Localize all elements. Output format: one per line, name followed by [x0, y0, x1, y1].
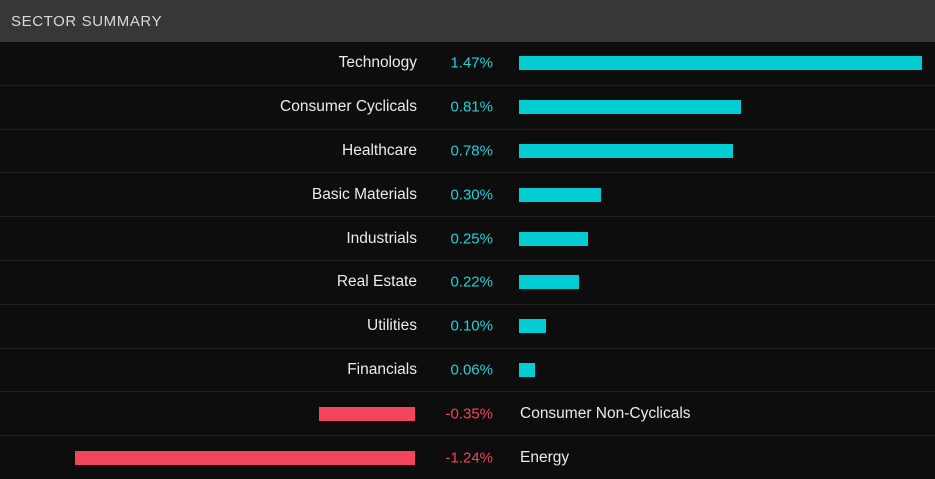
positive-bar	[519, 100, 741, 115]
sector-row[interactable]: Real Estate 0.22%	[0, 261, 935, 305]
sector-row[interactable]: Technology 1.47%	[0, 42, 935, 86]
sector-label: Basic Materials	[311, 185, 417, 203]
positive-bar	[519, 231, 588, 246]
positive-bar	[519, 143, 733, 158]
positive-bar	[519, 187, 601, 202]
sector-row[interactable]: Financials 0.06%	[0, 349, 935, 393]
positive-bar	[519, 275, 579, 290]
sector-label: Financials	[347, 360, 417, 378]
positive-bar	[519, 319, 546, 334]
sector-row[interactable]: Basic Materials 0.30%	[0, 173, 935, 218]
sector-label: Healthcare	[342, 141, 417, 159]
sector-label: Energy	[520, 448, 570, 466]
sector-row[interactable]: Consumer Non-Cyclicals -0.35%	[0, 392, 935, 437]
sector-label: Technology	[338, 54, 417, 72]
sector-change-value: -0.35%	[445, 405, 493, 423]
sector-rows: Technology 1.47% Consumer Cyclicals 0.81% He…	[0, 42, 935, 479]
sector-change-value: 1.47%	[450, 54, 493, 72]
sector-change-value: 0.10%	[450, 317, 493, 335]
sector-change-value: 0.30%	[450, 186, 493, 204]
page-title: SECTOR SUMMARY	[11, 12, 163, 30]
sector-change-value: 0.25%	[450, 230, 493, 248]
sector-row[interactable]: Industrials 0.25%	[0, 217, 935, 261]
sector-change-value: 0.81%	[450, 98, 493, 116]
positive-bar	[519, 56, 922, 71]
sector-row[interactable]: Consumer Cyclicals 0.81%	[0, 86, 935, 130]
sector-row[interactable]: Utilities 0.10%	[0, 305, 935, 349]
negative-bar	[319, 406, 415, 421]
sector-label: Utilities	[367, 317, 417, 335]
widget-header: SECTOR SUMMARY	[0, 0, 935, 42]
positive-bar	[519, 362, 535, 377]
sector-change-value: 0.78%	[450, 142, 493, 160]
sector-change-value: 0.06%	[450, 361, 493, 379]
sector-change-value: 0.22%	[450, 273, 493, 291]
sector-label: Consumer Cyclicals	[280, 98, 417, 116]
sector-change-value: -1.24%	[445, 449, 493, 467]
sector-label: Real Estate	[336, 273, 417, 291]
sector-row[interactable]: Healthcare 0.78%	[0, 130, 935, 174]
sector-label: Consumer Non-Cyclicals	[520, 404, 691, 422]
negative-bar	[75, 450, 415, 465]
sector-label: Industrials	[346, 229, 417, 247]
sector-row[interactable]: Energy -1.24%	[0, 436, 935, 479]
